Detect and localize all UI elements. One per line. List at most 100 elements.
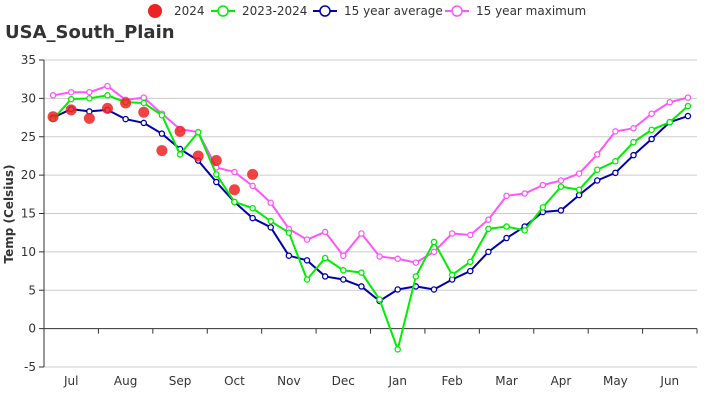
data-point: [231, 198, 238, 206]
data-point: [485, 216, 492, 223]
y-axis-ticks: -5 0 5 10 15 20 25 30 35: [21, 53, 44, 374]
data-point: [140, 94, 148, 101]
data-point: [612, 158, 619, 165]
data-dot: [47, 111, 59, 123]
data-point: [140, 119, 148, 127]
data-dot: [101, 102, 113, 114]
legend-marker-icon: [217, 5, 229, 17]
x-tick-label: Jan: [387, 374, 407, 388]
data-point: [575, 186, 583, 193]
data-point: [376, 253, 383, 260]
data-point: [394, 346, 401, 353]
legend-label-2024: 2024: [174, 4, 205, 18]
series-line: [52, 108, 689, 302]
gridlines: [44, 59, 697, 291]
data-point: [176, 151, 184, 158]
data-point: [285, 252, 293, 259]
data-point: [539, 204, 547, 211]
series-2024: [47, 97, 259, 196]
legend-item-2023-2024[interactable]: 2023-2024: [211, 4, 307, 18]
series-15-year-average: [49, 105, 692, 305]
data-point: [412, 273, 420, 280]
data-point: [394, 255, 401, 263]
data-point: [648, 110, 655, 117]
data-point: [684, 94, 692, 101]
data-point: [430, 238, 438, 246]
data-point: [503, 192, 510, 200]
data-point: [521, 227, 528, 234]
x-tick-label: Oct: [224, 374, 245, 388]
data-point: [358, 230, 365, 237]
x-tick-label: Jun: [659, 374, 679, 388]
legend-marker-icon: [451, 5, 463, 17]
legend-label-2023-2024: 2023-2024: [242, 4, 307, 18]
x-tick-label: Mar: [495, 374, 518, 388]
data-point: [557, 207, 565, 214]
data-point: [321, 254, 329, 262]
data-point: [612, 169, 619, 177]
data-point: [321, 228, 329, 236]
data-point: [394, 286, 401, 293]
data-dot: [156, 145, 168, 157]
data-dot: [65, 104, 77, 116]
data-point: [67, 95, 75, 103]
data-dot: [247, 168, 259, 180]
y-tick-label: 35: [21, 53, 36, 67]
legend-item-15-year-average[interactable]: 15 year average: [313, 4, 443, 18]
data-point: [593, 151, 601, 158]
data-point: [303, 276, 311, 283]
x-tick-label: Feb: [442, 374, 463, 388]
data-point: [340, 267, 347, 274]
data-point: [267, 199, 274, 207]
data-dot: [192, 150, 204, 162]
data-point: [412, 259, 420, 266]
y-tick-label: -5: [24, 360, 36, 374]
data-dot: [228, 184, 240, 196]
data-point: [104, 92, 111, 99]
data-point: [249, 204, 256, 212]
x-axis-ticks: Jul Aug Sep Oct Nov Dec Jan Feb Mar Apr May Jun: [43, 328, 698, 388]
data-point: [249, 214, 256, 222]
x-tick-label: Apr: [551, 374, 572, 388]
data-point: [194, 128, 202, 136]
data-point: [630, 125, 637, 132]
data-point: [557, 177, 565, 184]
y-axis-title: Temp (Celsius): [2, 165, 16, 264]
axes: [43, 60, 697, 368]
x-tick-label: Dec: [332, 374, 355, 388]
data-point: [521, 190, 528, 197]
legend-dot-icon: [148, 4, 162, 18]
x-tick-label: Nov: [277, 374, 300, 388]
data-point: [358, 283, 365, 290]
data-point: [104, 82, 111, 90]
data-point: [249, 182, 256, 190]
data-point: [485, 248, 492, 256]
data-point: [213, 171, 220, 178]
data-point: [448, 230, 456, 237]
x-tick-label: May: [603, 374, 628, 388]
chart-title: USA_South_Plain: [5, 22, 175, 43]
data-point: [666, 118, 674, 126]
y-tick-label: 10: [21, 245, 36, 259]
data-point: [630, 138, 637, 146]
x-tick-label: Jul: [63, 374, 78, 388]
data-point: [503, 223, 510, 230]
data-point: [67, 88, 75, 96]
data-point: [86, 88, 93, 96]
legend-label-15-year-average: 15 year average: [344, 4, 443, 18]
data-point: [430, 248, 438, 256]
legend-item-15-year-maximum[interactable]: 15 year maximum: [445, 4, 586, 18]
legend-item-2024[interactable]: 2024: [148, 4, 205, 18]
x-tick-label: Aug: [114, 374, 137, 388]
data-point: [267, 217, 274, 225]
legend: 2024 2023-2024 15 year average 15 year m…: [148, 4, 586, 18]
y-tick-label: 30: [21, 91, 36, 105]
series-2023-2024: [49, 92, 692, 353]
data-point: [648, 126, 655, 134]
series-layer: [47, 82, 692, 353]
data-point: [467, 258, 474, 266]
data-dot: [210, 155, 222, 167]
data-point: [612, 128, 619, 135]
data-point: [231, 168, 238, 176]
